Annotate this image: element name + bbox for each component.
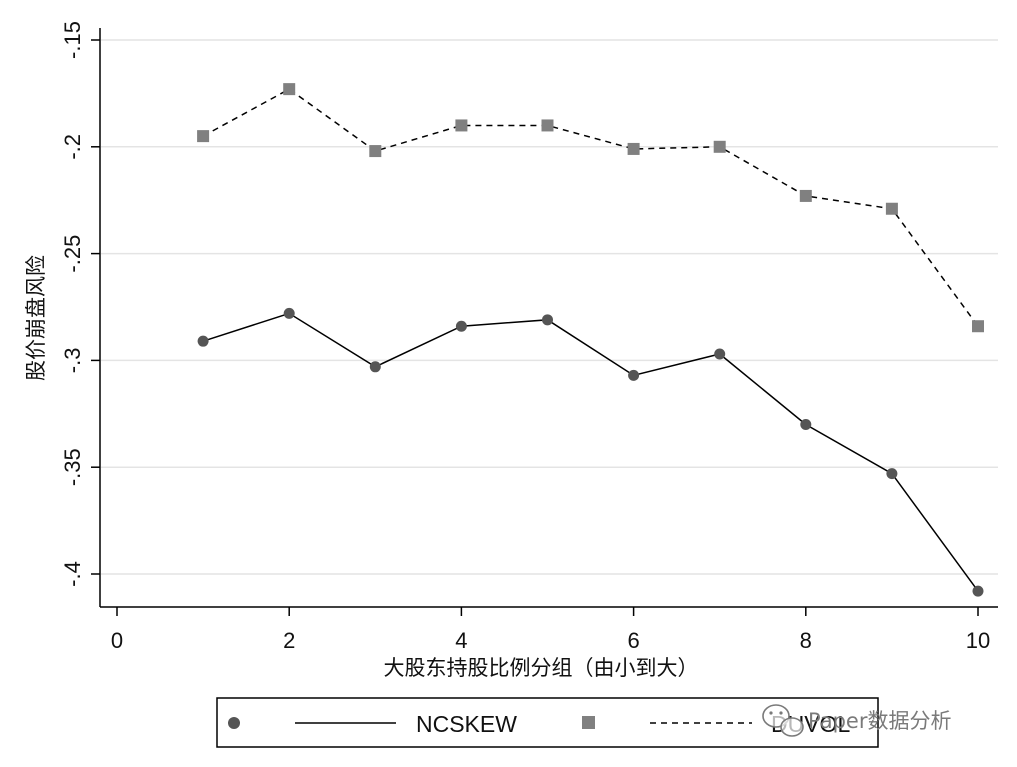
data-point-ncskew: [972, 585, 984, 597]
watermark: Paper数据分析: [762, 704, 951, 737]
y-tick-label: -.2: [60, 134, 85, 160]
legend-marker-ncskew: [228, 717, 240, 729]
data-point-ncskew: [455, 320, 467, 332]
data-point-ncskew: [283, 307, 295, 319]
data-point-duvol: [799, 189, 812, 202]
x-tick-label: 4: [455, 628, 467, 653]
watermark-text: Paper数据分析: [808, 709, 951, 733]
y-tick-label: -.15: [60, 21, 85, 59]
x-tick-label: 2: [283, 628, 295, 653]
y-tick-label: -.35: [60, 448, 85, 486]
data-point-duvol: [972, 320, 984, 333]
data-point-duvol: [541, 119, 554, 132]
data-point-duvol: [197, 130, 210, 143]
series-line-ncskew: [202, 312, 979, 592]
data-point-ncskew: [369, 361, 381, 373]
x-tick-label: 0: [111, 628, 123, 653]
data-point-ncskew: [542, 314, 553, 326]
data-point-duvol: [713, 140, 726, 153]
data-point-ncskew: [628, 369, 640, 381]
legend-label-ncskew: NCSKEW: [416, 711, 517, 737]
data-point-ncskew: [714, 348, 726, 360]
grid-lines: [101, 39, 998, 575]
series-layer: [197, 83, 984, 597]
legend: NCSKEW DUVOL: [216, 697, 879, 748]
data-point-ncskew: [886, 468, 898, 480]
wechat-icon: [762, 704, 804, 737]
data-point-duvol: [885, 202, 898, 215]
series-line-duvol: [202, 88, 979, 327]
y-tick-label: -.25: [60, 235, 85, 273]
x-tick-label: 8: [800, 628, 812, 653]
data-point-ncskew: [197, 335, 209, 347]
y-tick-label: -.3: [60, 348, 85, 374]
y-tick-label: -.4: [60, 561, 85, 587]
y-axis-ticks: -.15 -.2 -.25 -.3 -.35 -.4: [60, 21, 100, 587]
y-axis-title: 股价崩盘风险: [24, 255, 48, 381]
x-tick-label: 10: [966, 628, 990, 653]
x-axis-title: 大股东持股比例分组（由小到大）: [384, 656, 699, 680]
data-point-duvol: [369, 145, 382, 158]
data-point-duvol: [283, 83, 296, 96]
x-axis-ticks: 0 2 4 6 8 10: [111, 607, 990, 653]
data-point-ncskew: [800, 418, 812, 430]
data-point-duvol: [455, 119, 468, 132]
x-tick-label: 6: [627, 628, 639, 653]
data-point-duvol: [627, 142, 640, 155]
legend-marker-duvol: [582, 716, 595, 729]
